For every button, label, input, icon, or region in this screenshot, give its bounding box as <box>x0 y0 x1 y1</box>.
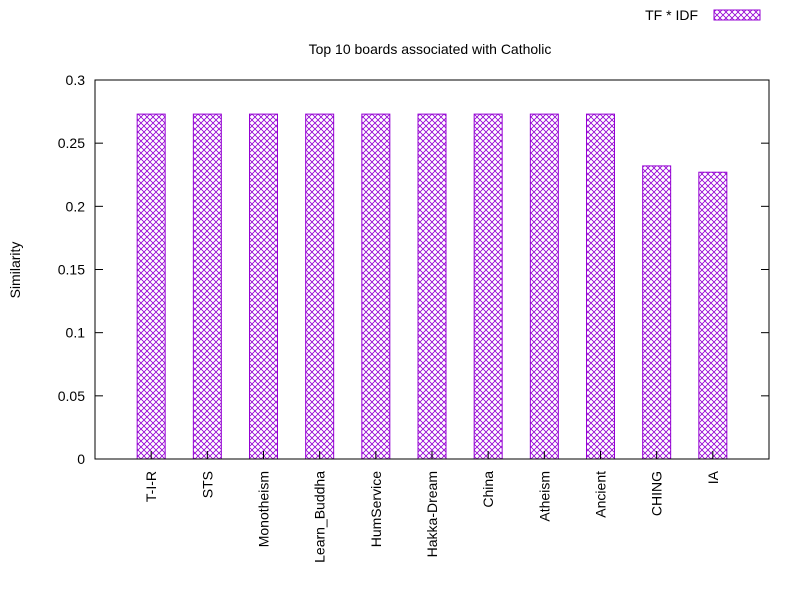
chart-title: Top 10 boards associated with Catholic <box>309 41 552 57</box>
x-tick-label: China <box>480 471 496 508</box>
x-tick-label: HumService <box>368 471 384 547</box>
legend: TF * IDF <box>645 7 761 23</box>
bar-t-i-r <box>136 113 166 460</box>
bar-hakka-dream <box>417 113 447 460</box>
y-tick-label: 0.15 <box>58 262 85 278</box>
bar-monotheism <box>249 113 278 460</box>
y-axis-ticks: 0 0.05 0.1 0.15 0.2 0.25 0.3 <box>58 72 769 467</box>
x-tick-label: Atheism <box>536 471 552 522</box>
y-tick-label: 0.3 <box>66 72 86 88</box>
x-tick-label: CHING <box>649 471 665 516</box>
x-axis-ticks: T-I-R STS Monotheism Learn_Buddha HumService… <box>143 451 721 563</box>
y-tick-label: 0.05 <box>58 388 85 404</box>
bar-humservice <box>361 113 391 460</box>
y-tick-label: 0.25 <box>58 135 85 151</box>
x-tick-label: Learn_Buddha <box>312 471 328 563</box>
bar-sts <box>192 113 222 460</box>
y-tick-label: 0.2 <box>66 198 86 214</box>
y-axis-label: Similarity <box>7 242 23 299</box>
bar-china <box>473 113 503 460</box>
x-tick-label: Monotheism <box>256 471 272 547</box>
y-tick-label: 0.1 <box>66 325 86 341</box>
bars <box>136 113 728 460</box>
bar-ching <box>642 165 672 460</box>
plot-border <box>94 79 770 460</box>
y-tick-label: 0 <box>77 451 85 467</box>
bar-ia <box>698 171 728 460</box>
x-tick-label: T-I-R <box>143 471 159 502</box>
legend-swatch <box>713 9 761 21</box>
x-tick-label: STS <box>199 471 215 498</box>
x-tick-label: IA <box>705 470 721 484</box>
bar-learn_buddha <box>305 113 335 460</box>
bar-atheism <box>529 113 559 460</box>
x-tick-label: Hakka-Dream <box>424 471 440 557</box>
bar-ancient <box>586 113 615 460</box>
x-tick-label: Ancient <box>593 471 609 518</box>
legend-label: TF * IDF <box>645 7 698 23</box>
